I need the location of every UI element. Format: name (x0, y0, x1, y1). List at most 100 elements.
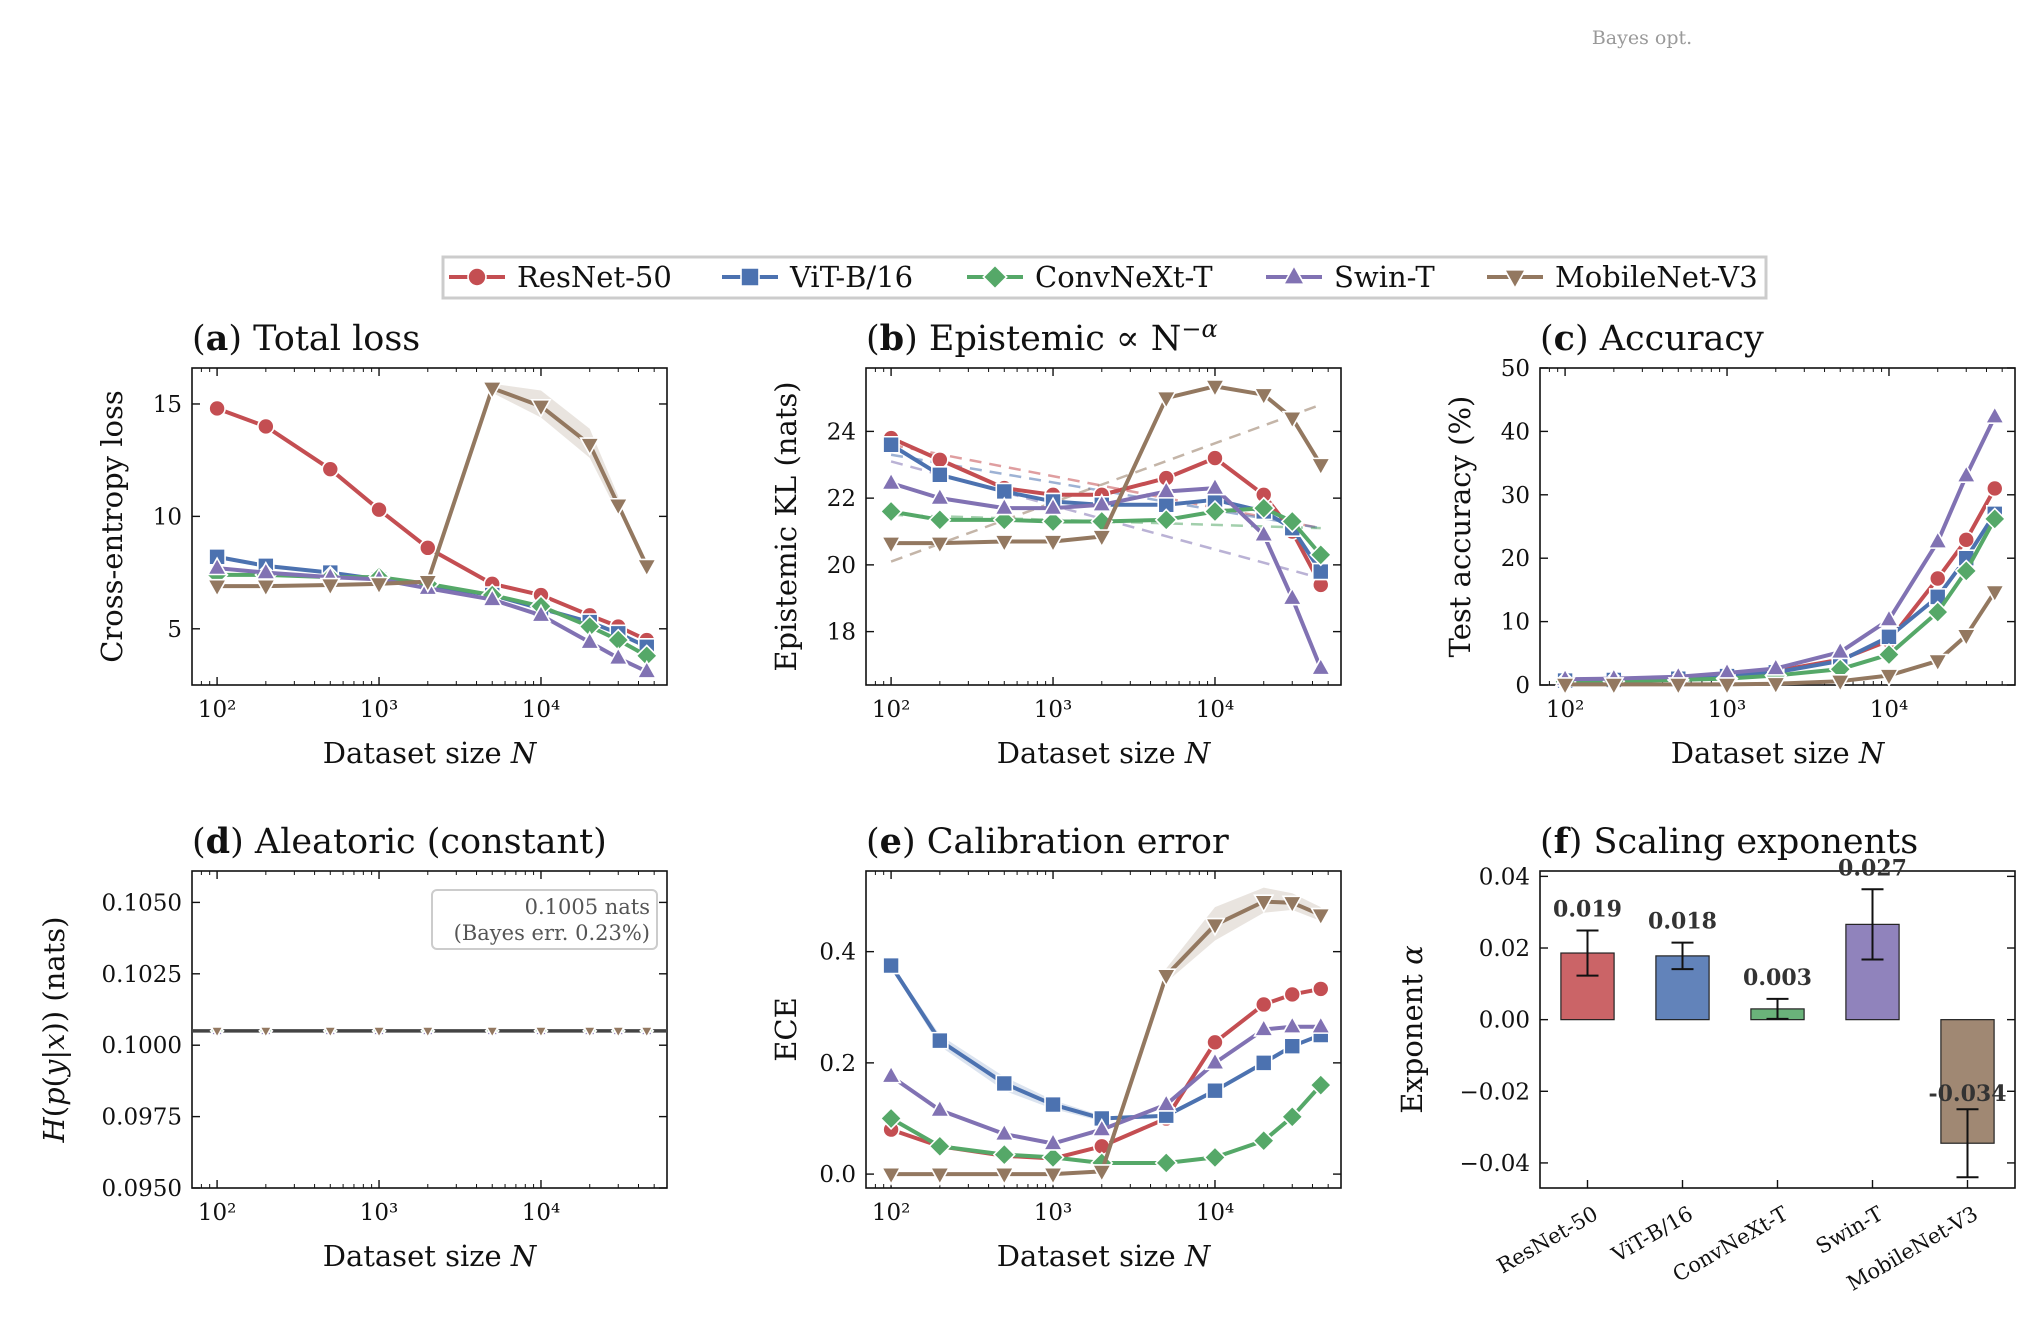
series-convnext-t (879, 496, 1333, 567)
data-point-mobilenet-v3 (1667, 677, 1689, 697)
data-point-swin-t (1204, 476, 1226, 496)
panel-title-c: (c) Accuracy (1540, 318, 1764, 359)
data-point-mobilenet-v3 (1310, 907, 1332, 927)
legend-label-convnext-t: ConvNeXt-T (1035, 260, 1213, 294)
data-point-convnext-t (1154, 508, 1178, 532)
x-tick-label: 10² (872, 697, 911, 723)
annotation-box: 0.1005 nats(Bayes err. 0.23%) (431, 889, 658, 950)
title-paren: ( (866, 822, 880, 862)
series-line-swin-t (889, 1024, 1321, 1146)
panel-c: (c) Accuracy 0 10 20 30 40 50 Test accuracy (%)… (1443, 318, 2016, 770)
y-tick-label: 20 (827, 553, 856, 579)
axes-e: 0.0 0.2 0.4 ECE 10² 10³ 10⁴ Dataset size N (769, 870, 1342, 1273)
data-point-convnext-t (1041, 509, 1065, 534)
panel-title-f: (f) Scaling exponents (1540, 821, 1918, 862)
data-point-convnext-t (992, 1143, 1016, 1167)
data-point-mobilenet-v3 (1091, 1164, 1113, 1183)
series-line-mobilenet-v3 (217, 386, 649, 589)
y-tick-label: 20 (1501, 546, 1530, 572)
legend-marker-vit-b-16 (740, 267, 760, 287)
data-point-vit-b-16 (995, 482, 1014, 501)
data-point-mobilenet-v3 (880, 1166, 902, 1186)
title-paren: ) (1575, 319, 1600, 359)
fit-line-vit-b-16 (890, 453, 1321, 530)
title-text: Total loss (253, 319, 420, 359)
series-mobilenet-v3 (880, 894, 1332, 1186)
title-superscript: −α (1181, 315, 1217, 343)
panel-f: (f) Scaling exponents −0.04 −0.02 0.00 0.02 0… (1395, 821, 2016, 1296)
x-tick-label: 10⁴ (1196, 1200, 1235, 1226)
data-point-convnext-t (1280, 1105, 1304, 1129)
data-point-mobilenet-v3 (368, 576, 390, 596)
data-point-mobilenet-v3 (258, 1026, 273, 1039)
data-point-resnet-50 (257, 417, 275, 436)
data-point-mobilenet-v3 (993, 1166, 1015, 1186)
data-point-mobilenet-v3 (1765, 676, 1787, 696)
title-text: Calibration error (927, 822, 1229, 862)
y-tick-label: 0.0950 (102, 1176, 182, 1202)
data-point-mobilenet-v3 (636, 558, 658, 578)
x-tick-label: 10³ (360, 697, 399, 723)
title-paren: ( (1540, 319, 1554, 359)
series-line-resnet-50 (216, 406, 648, 642)
bar-group-swin-t: 0.027 Swin-T (1812, 855, 1907, 1259)
x-tick-label: 10³ (1708, 697, 1747, 723)
title-paren: ) (228, 319, 253, 359)
bar-value-label: 0.019 (1553, 896, 1622, 922)
y-tick-label: 0.0975 (102, 1105, 182, 1131)
x-tick-label: Swin-T (1812, 1202, 1887, 1259)
y-tick-label: 40 (1501, 419, 1530, 445)
legend-label-vit-b-16: ViT-B/16 (789, 260, 913, 294)
y-tick-label: 15 (153, 392, 182, 418)
title-paren: ( (192, 319, 206, 359)
data-point-swin-t (579, 630, 601, 650)
data-point-mobilenet-v3 (1253, 894, 1275, 914)
data-point-mobilenet-v3 (929, 1166, 951, 1186)
series-line-mobilenet-v3 (1565, 590, 1997, 687)
band-mobilenet-v3 (1166, 887, 1321, 983)
data-point-mobilenet-v3 (1204, 917, 1226, 937)
data-point-mobilenet-v3 (255, 578, 277, 598)
series-line-convnext-t (1565, 517, 1997, 684)
data-point-swin-t (929, 486, 951, 506)
panel-e: (e) Calibration error 0.0 0.2 0.4 ECE 10² 10³ 1… (769, 821, 1342, 1273)
data-point-swin-t (1955, 464, 1977, 483)
axes-a: 5 10 15 Cross-entropy loss 10² 10³ 10⁴ Dataset … (95, 367, 668, 770)
axes-frame (191, 367, 668, 686)
series-mobilenet-v3 (206, 381, 658, 598)
data-point-vit-b-16 (931, 465, 949, 484)
data-point-mobilenet-v3 (1091, 529, 1113, 549)
data-point-resnet-50 (1957, 531, 1976, 549)
data-point-mobilenet-v3 (371, 1026, 387, 1039)
data-point-convnext-t (1926, 600, 1950, 624)
title-letter: c (1554, 318, 1575, 359)
data-point-vit-b-16 (995, 1074, 1014, 1093)
title-paren: ( (192, 822, 206, 862)
series-line-convnext-t (890, 506, 1323, 557)
axes-b: 18 20 22 24 Epistemic KL (nats) 10² 10³ 10⁴ Data… (769, 367, 1342, 770)
title-paren: ) (902, 822, 927, 862)
data-point-resnet-50 (370, 500, 388, 519)
data-point-vit-b-16 (931, 1031, 949, 1050)
y-axis-label: ECE (769, 997, 803, 1062)
x-tick-label: 10² (198, 1200, 237, 1226)
data-point-mobilenet-v3 (533, 1026, 549, 1039)
y-tick-label: 10 (1501, 610, 1530, 636)
data-point-vit-b-16 (1928, 588, 1947, 606)
data-point-swin-t (880, 1064, 902, 1084)
series-line-mobilenet-v3 (891, 384, 1323, 546)
data-point-resnet-50 (1206, 1033, 1224, 1052)
legend-item-vit-b-16: ViT-B/16 (722, 260, 913, 294)
y-axis-label: H(p(y|x)) (nats) (37, 916, 71, 1143)
data-point-mobilenet-v3 (481, 381, 503, 400)
y-tick-label: −0.02 (1460, 1079, 1530, 1105)
data-point-mobilenet-v3 (323, 1026, 338, 1039)
data-point-convnext-t (1203, 1145, 1227, 1169)
data-point-mobilenet-v3 (1253, 387, 1275, 407)
data-point-swin-t (1927, 530, 1949, 549)
data-point-resnet-50 (321, 460, 340, 478)
panel-title-e: (e) Calibration error (866, 821, 1229, 862)
data-point-convnext-t (1309, 543, 1333, 567)
y-tick-label: −0.04 (1460, 1151, 1530, 1177)
title-text: Scaling exponents (1594, 822, 1919, 862)
